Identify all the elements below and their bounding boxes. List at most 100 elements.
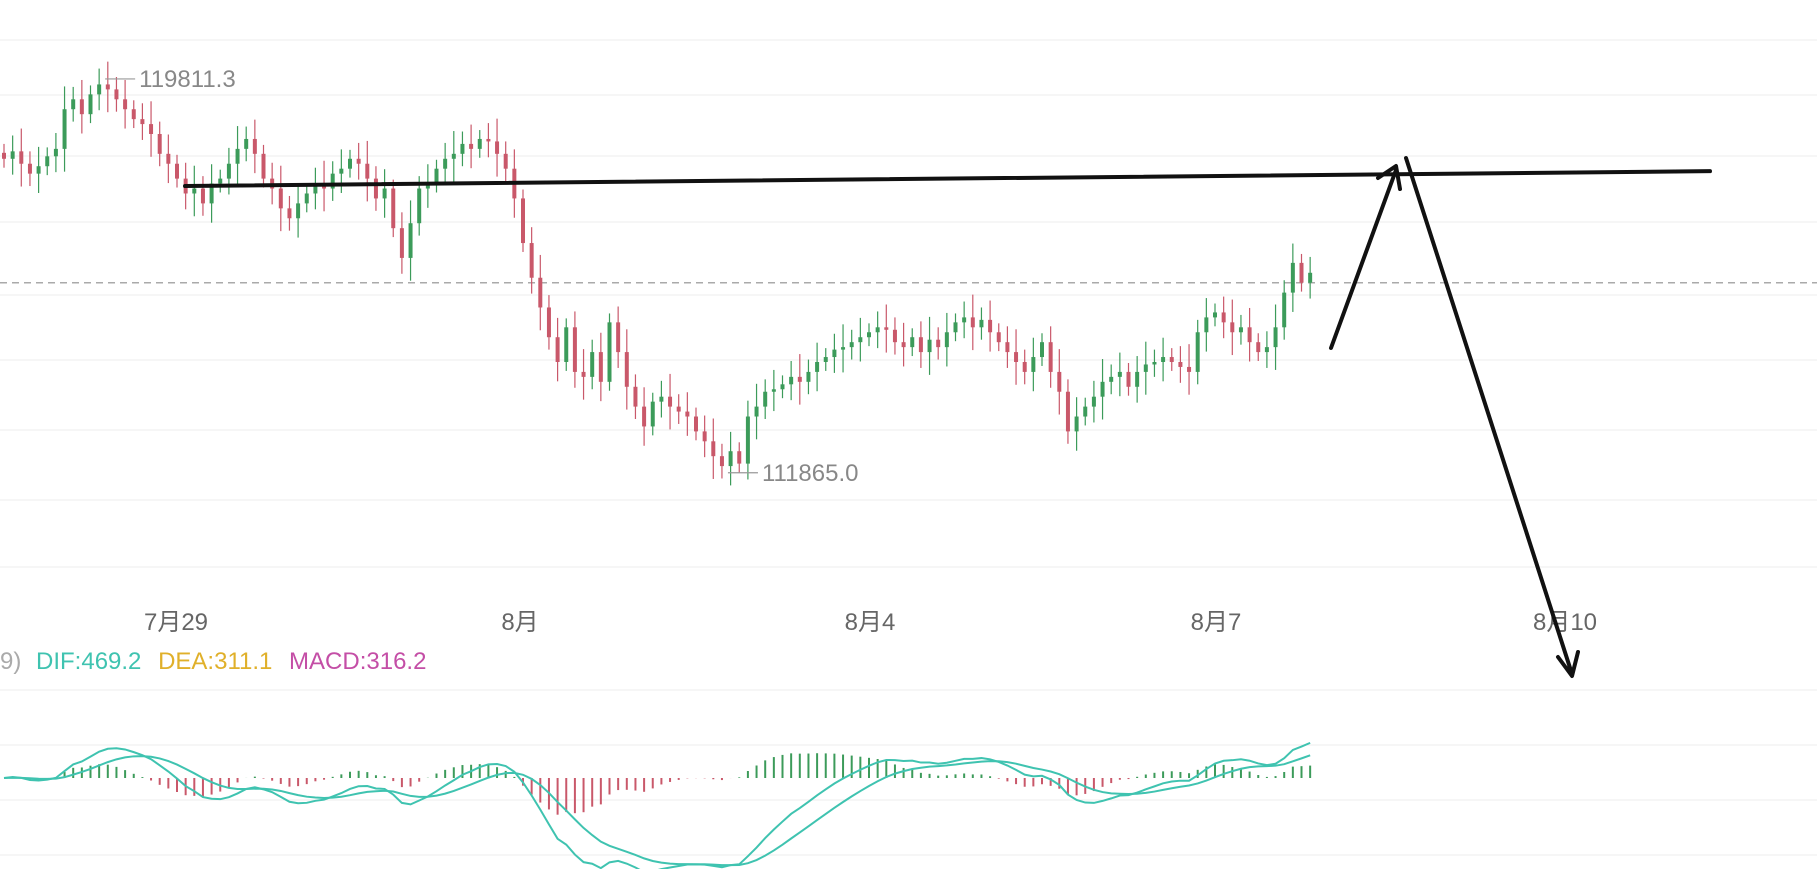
- low-value-label: 111865.0: [762, 460, 859, 487]
- candle-down: [598, 352, 603, 382]
- candle-down: [581, 371, 586, 377]
- candle-up: [979, 319, 984, 328]
- macd-value-legend: MACD:316.2: [289, 648, 426, 675]
- candle-down: [19, 151, 24, 164]
- candle-up: [815, 362, 820, 372]
- candle-down: [495, 141, 500, 154]
- candle-up: [62, 109, 67, 149]
- candle-down: [988, 319, 993, 333]
- candle-down: [1230, 322, 1235, 333]
- candle-up: [1213, 312, 1217, 318]
- candle-down: [1247, 327, 1252, 343]
- dea-legend: DEA:311.1: [158, 648, 272, 675]
- candle-down: [642, 406, 647, 427]
- candle-down: [1005, 342, 1010, 353]
- candle-down: [252, 138, 257, 154]
- candle-up: [841, 347, 846, 350]
- candle-up: [382, 188, 387, 199]
- candle-down: [694, 416, 698, 432]
- candle-up: [88, 94, 93, 115]
- candle-down: [105, 84, 110, 90]
- candle-down: [711, 441, 716, 457]
- x-tick-label: 8月: [501, 609, 538, 636]
- candle-down: [884, 327, 889, 330]
- candle-down: [685, 411, 690, 417]
- candle-up: [235, 148, 240, 164]
- candle-up: [1109, 376, 1114, 382]
- candle-up: [806, 371, 811, 382]
- candle-up: [849, 342, 854, 348]
- candle-up: [867, 332, 871, 338]
- candle-up: [45, 156, 50, 167]
- candle-up: [339, 168, 344, 174]
- candle-up: [745, 416, 750, 464]
- candle-up: [953, 322, 958, 333]
- candle-down: [616, 322, 621, 353]
- candle-down: [1048, 342, 1053, 372]
- candle-down: [797, 376, 802, 382]
- candle-up: [1308, 272, 1313, 283]
- candle-up: [927, 339, 932, 353]
- candle-up: [771, 389, 776, 392]
- candle-up: [304, 193, 309, 204]
- candle-down: [1169, 357, 1174, 362]
- candle-up: [1143, 364, 1148, 372]
- candle-up: [875, 327, 880, 333]
- candle-up: [1117, 371, 1122, 377]
- down-arrow-icon: [1404, 156, 1580, 678]
- candle-up: [408, 223, 413, 258]
- candle-up: [1195, 332, 1200, 372]
- candle-up: [1040, 342, 1044, 358]
- candle-down: [1126, 371, 1131, 387]
- candle-up: [1100, 381, 1105, 397]
- candle-down: [79, 99, 84, 115]
- price-grid: [0, 39, 1817, 568]
- candle-down: [1057, 371, 1062, 392]
- candle-up: [858, 337, 863, 343]
- candle-up: [944, 332, 949, 348]
- candle-down: [140, 119, 145, 125]
- candle-down: [166, 153, 171, 164]
- x-tick-label: 8月7: [1191, 609, 1242, 636]
- candle-up: [296, 203, 301, 219]
- x-axis: 7月29 8月 8月4 8月7 8月10: [144, 609, 1597, 636]
- candle-up: [209, 183, 214, 204]
- candle-down: [287, 208, 292, 219]
- dif-line: [3, 741, 1311, 874]
- macd-histogram: [11, 753, 1312, 815]
- candle-down: [261, 153, 266, 179]
- candle-down: [356, 158, 361, 164]
- candle-down: [555, 337, 560, 362]
- candle-up: [226, 163, 231, 179]
- candle-down: [27, 163, 32, 174]
- candle-down: [529, 243, 534, 278]
- candle-up: [218, 178, 223, 184]
- candle-up: [1282, 292, 1287, 328]
- candle-down: [365, 163, 370, 179]
- candle-up: [763, 391, 768, 407]
- candle-down: [1014, 352, 1019, 362]
- x-tick-label: 8月10: [1533, 609, 1597, 636]
- candle-down: [546, 307, 551, 338]
- candle-down: [1256, 342, 1261, 353]
- candle-up: [728, 451, 733, 467]
- candle-up: [910, 337, 915, 348]
- candle-down: [668, 396, 673, 407]
- candle-down: [1065, 391, 1070, 432]
- candle-down: [131, 109, 136, 120]
- candle-up: [10, 151, 15, 159]
- candle-up: [348, 158, 352, 169]
- x-tick-label: 7月29: [144, 609, 208, 636]
- x-tick-label: 8月4: [845, 609, 896, 636]
- candle-up: [607, 322, 612, 382]
- candle-down: [469, 143, 474, 149]
- candle-down: [572, 327, 577, 372]
- candle-up: [962, 317, 967, 323]
- candle-up: [1074, 416, 1079, 432]
- candle-down: [2, 152, 6, 159]
- candles: [2, 61, 1313, 486]
- candle-down: [936, 339, 941, 348]
- dea-line: [3, 754, 1311, 867]
- candle-down: [970, 317, 975, 328]
